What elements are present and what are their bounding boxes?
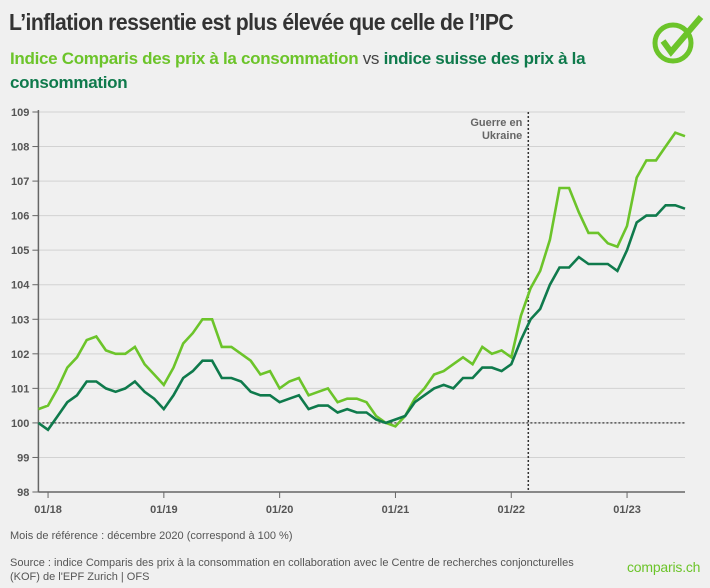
annotation-label-line2: Ukraine [482, 130, 522, 142]
brand-logo: comparis.ch [627, 559, 701, 575]
y-tick-label: 107 [11, 176, 29, 188]
y-tick-label: 98 [17, 487, 29, 499]
chart-title: L’inflation ressentie est plus élevée qu… [9, 9, 514, 35]
y-tick-label: 108 [11, 142, 29, 154]
y-tick-label: 104 [11, 280, 30, 292]
x-tick-label: 01/21 [382, 504, 410, 516]
check-circle-icon [652, 15, 704, 64]
line-chart: 98 99 100 101 102 103 104 105 106 107 108 109 01/18 0… [11, 107, 686, 516]
y-tick-label: 99 [17, 452, 29, 464]
chart-subtitle: Indice Comparis des prix à la consommati… [10, 47, 650, 95]
series-line-comparis [37, 131, 686, 428]
x-tick-label: 01/20 [266, 504, 294, 516]
x-tick-label: 01/22 [497, 504, 525, 516]
subtitle-comparis: Indice Comparis des prix à la consommati… [10, 49, 359, 68]
x-tick-label: 01/19 [150, 504, 178, 516]
y-tick-label: 106 [11, 211, 29, 223]
y-tick-label: 103 [11, 314, 29, 326]
x-tick-label: 01/23 [613, 504, 641, 516]
y-tick-label: 109 [11, 107, 29, 119]
y-tick-label: 105 [11, 245, 29, 257]
y-tick-label: 100 [11, 418, 29, 430]
source-note: Source : indice Comparis des prix à la c… [10, 557, 574, 583]
reference-note: Mois de référence : décembre 2020 (corre… [10, 530, 293, 542]
y-tick-label: 101 [11, 383, 29, 395]
y-tick-label: 102 [11, 349, 29, 361]
subtitle-cpi: indice suisse des prix à la consommation [10, 49, 586, 92]
annotation-label-line1: Guerre en [470, 117, 522, 129]
x-tick-label: 01/18 [34, 504, 62, 516]
subtitle-vs: vs [362, 49, 380, 68]
series-line-cpi [37, 204, 686, 432]
